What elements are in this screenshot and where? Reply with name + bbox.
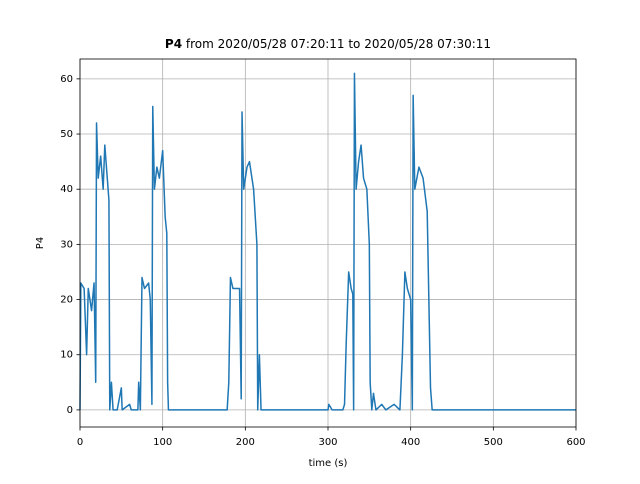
plot-frame (79, 58, 577, 428)
y-axis-label: P4 (35, 237, 46, 249)
x-tick-label: 600 (566, 437, 585, 448)
y-tick-label: 0 (67, 405, 73, 416)
x-axis-label: time (s) (309, 458, 348, 469)
x-tick-label: 100 (153, 437, 172, 448)
title-name: P4 (165, 37, 182, 51)
y-tick-label: 60 (60, 74, 73, 85)
y-tick-label: 50 (60, 129, 73, 140)
y-tick-label: 10 (60, 350, 73, 361)
x-tick-label: 500 (484, 437, 503, 448)
title-text: from 2020/05/28 07:20:11 to 2020/05/28 0… (186, 37, 491, 51)
y-tick-label: 20 (60, 295, 73, 306)
data-line (79, 72, 576, 411)
chart-title: P4 from 2020/05/28 07:20:11 to 2020/05/2… (165, 37, 491, 51)
y-tick-label: 40 (60, 184, 73, 195)
x-tick-label: 300 (318, 437, 337, 448)
y-tick-label: 30 (60, 239, 73, 250)
x-tick-label: 400 (401, 437, 420, 448)
x-tick-label: 0 (77, 437, 83, 448)
x-tick-label: 200 (236, 437, 255, 448)
